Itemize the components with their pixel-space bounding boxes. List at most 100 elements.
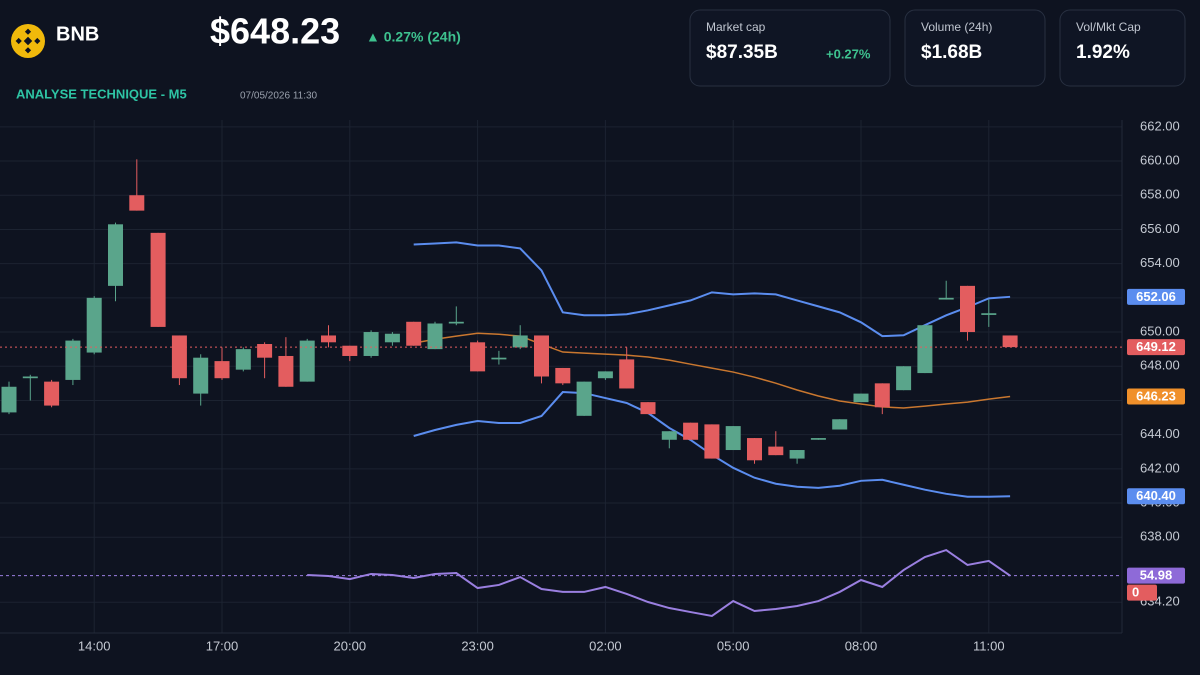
price-badge <box>1127 488 1185 505</box>
stat-card <box>1059 9 1186 87</box>
price-badge-label: 652.06 <box>1136 289 1176 304</box>
grid <box>0 120 1123 634</box>
candle-body <box>384 333 400 343</box>
candle-body <box>171 335 187 379</box>
price-badge-label: 646.23 <box>1136 388 1176 403</box>
x-tick-label: 05:00 <box>717 638 750 653</box>
candle-body <box>86 297 102 353</box>
candle-body <box>832 419 848 430</box>
candle-body <box>150 232 166 327</box>
candle-body <box>512 335 528 348</box>
price-badge <box>1127 288 1185 305</box>
candle-body <box>619 359 635 389</box>
indicator-badge <box>1127 584 1157 601</box>
y-tick-label: 644.00 <box>1140 426 1180 441</box>
candle-body <box>917 325 933 374</box>
candle-body <box>789 450 805 459</box>
candle-body <box>235 349 251 370</box>
candle-body <box>1002 335 1018 348</box>
y-tick-label: 660.00 <box>1140 152 1180 167</box>
candle-body <box>874 383 890 408</box>
candle-body <box>44 381 60 406</box>
candle-body <box>342 345 358 356</box>
candle-body <box>1 386 17 413</box>
candle-body <box>278 355 294 387</box>
stat-label: Volume (24h) <box>921 20 992 34</box>
candle-body <box>938 297 954 300</box>
y-tick-label: 658.00 <box>1140 187 1180 202</box>
chart-title: ANALYSE TECHNIQUE - M5 <box>16 86 187 101</box>
bollinger-upper <box>413 241 1011 338</box>
candle-body <box>576 381 592 416</box>
candle-body <box>853 393 869 403</box>
candle-body <box>725 426 741 451</box>
candle-body <box>960 285 975 333</box>
stat-value: $1.68B <box>921 42 982 63</box>
candle-body <box>747 438 762 461</box>
candle-body <box>491 357 507 360</box>
stat-card <box>689 9 891 87</box>
candle-body <box>214 361 230 379</box>
candle-body <box>661 431 677 440</box>
candle-body <box>193 357 209 394</box>
candle-body <box>65 340 81 380</box>
candle-body <box>683 422 699 440</box>
candle-body <box>896 366 912 391</box>
y-tick-label: 648.00 <box>1140 358 1180 373</box>
symbol: BNB <box>56 23 99 45</box>
y-tick-label: 662.00 <box>1140 118 1180 133</box>
axes: 662.00660.00658.00656.00654.00652.00650.… <box>78 118 1185 653</box>
logo <box>11 24 45 58</box>
candle-body <box>22 376 38 379</box>
price-badge <box>1127 567 1185 584</box>
candle-body <box>640 402 656 415</box>
x-tick-label: 20:00 <box>334 638 367 653</box>
candle-body <box>427 323 443 350</box>
stat-card <box>904 9 1046 87</box>
x-tick-label: 11:00 <box>973 638 1005 653</box>
x-tick-label: 23:00 <box>461 638 494 653</box>
candle-body <box>257 344 273 358</box>
plot <box>0 159 1122 618</box>
price: $648.23 <box>210 11 340 52</box>
candle-body <box>129 195 145 211</box>
stat-change: +0.27% <box>826 46 871 61</box>
candle-body <box>406 321 422 346</box>
y-tick-label: 654.00 <box>1140 255 1180 270</box>
candle-body <box>299 340 315 382</box>
stat-label: Market cap <box>706 20 766 34</box>
candle-body <box>470 342 486 372</box>
x-tick-label: 17:00 <box>206 638 239 653</box>
candle-body <box>981 313 997 315</box>
x-tick-label: 02:00 <box>589 638 622 653</box>
candle-body <box>768 446 784 456</box>
stat-value: $87.35B <box>706 42 778 63</box>
price-badge-label: 649.12 <box>1136 339 1176 354</box>
candle-body <box>534 335 549 377</box>
candle-body <box>108 224 123 286</box>
stat-label: Vol/Mkt Cap <box>1076 20 1141 34</box>
x-tick-label: 08:00 <box>845 638 878 653</box>
y-tick-label: 638.00 <box>1140 529 1180 544</box>
candle-body <box>448 321 464 324</box>
price-badge-label: 54.98 <box>1140 568 1173 583</box>
x-tick-label: 14:00 <box>78 638 111 653</box>
chart-subtitle: 07/05/2026 11:30 <box>240 91 318 102</box>
price-badge <box>1127 388 1185 405</box>
candle-body <box>597 371 613 379</box>
candle-body <box>704 424 720 459</box>
indicator-badge-label: 0 <box>1132 585 1139 600</box>
price-badge-label: 640.40 <box>1136 488 1176 503</box>
y-tick-label: 650.00 <box>1140 323 1180 338</box>
candle-body <box>555 367 571 384</box>
candle-body <box>363 332 379 356</box>
price-badge <box>1127 339 1185 356</box>
candle-body <box>321 335 336 343</box>
y-tick-label: 642.00 <box>1140 460 1180 475</box>
rsi-line <box>307 548 1011 618</box>
candle-body <box>810 438 826 440</box>
stat-value: 1.92% <box>1076 42 1130 63</box>
y-tick-label: 656.00 <box>1140 221 1180 236</box>
